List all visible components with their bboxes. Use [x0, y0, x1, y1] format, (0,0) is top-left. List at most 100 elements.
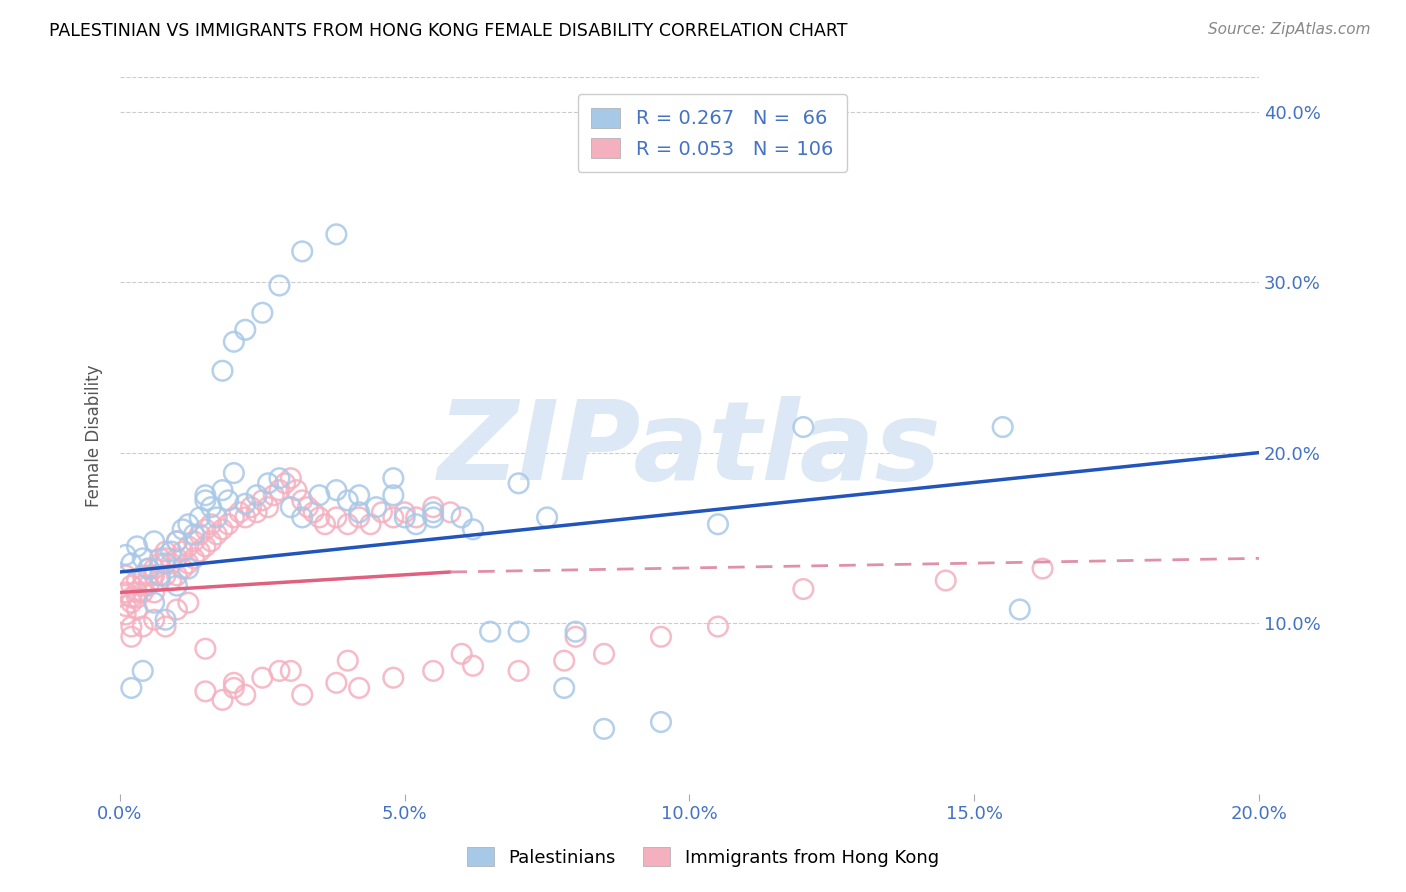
Point [439, 505, 461, 519]
Point [155, 613, 177, 627]
Point [280, 664, 302, 678]
Point [336, 517, 359, 532]
Point [461, 522, 484, 536]
Point [138, 561, 160, 575]
Point [246, 505, 269, 519]
Point [120, 681, 142, 695]
Point [461, 658, 484, 673]
Point [114, 585, 136, 599]
Point [336, 493, 359, 508]
Point [792, 420, 814, 434]
Point [120, 630, 142, 644]
Point [222, 676, 245, 690]
Point [200, 534, 222, 549]
Point [143, 596, 166, 610]
Point [211, 522, 233, 536]
Point [252, 671, 274, 685]
Point [269, 278, 291, 293]
Point [257, 500, 280, 515]
Point [194, 540, 217, 554]
Point [302, 505, 325, 519]
Point [143, 585, 166, 599]
Point [479, 624, 502, 639]
Point [536, 510, 558, 524]
Point [149, 568, 172, 582]
Point [508, 476, 530, 491]
Point [280, 500, 302, 515]
Point [188, 544, 211, 558]
Point [155, 544, 177, 558]
Point [205, 510, 228, 524]
Point [211, 483, 233, 497]
Point [233, 323, 256, 337]
Point [143, 568, 166, 582]
Point [200, 500, 222, 515]
Point [132, 619, 155, 633]
Point [508, 624, 530, 639]
Point [325, 483, 347, 497]
Point [183, 527, 205, 541]
Point [125, 591, 148, 605]
Point [336, 654, 359, 668]
Point [508, 664, 530, 678]
Point [120, 596, 142, 610]
Point [114, 568, 136, 582]
Point [228, 505, 250, 519]
Point [297, 500, 319, 515]
Point [120, 579, 142, 593]
Point [217, 493, 239, 508]
Point [166, 568, 188, 582]
Point [149, 574, 172, 588]
Point [553, 681, 575, 695]
Point [125, 540, 148, 554]
Point [132, 579, 155, 593]
Point [222, 510, 245, 524]
Point [138, 579, 160, 593]
Point [233, 688, 256, 702]
Point [138, 561, 160, 575]
Point [120, 557, 142, 571]
Point [314, 517, 336, 532]
Point [269, 664, 291, 678]
Point [194, 522, 217, 536]
Point [233, 497, 256, 511]
Point [166, 534, 188, 549]
Text: ZIPatlas: ZIPatlas [437, 396, 942, 503]
Point [120, 619, 142, 633]
Point [194, 493, 217, 508]
Legend: Palestinians, Immigrants from Hong Kong: Palestinians, Immigrants from Hong Kong [460, 840, 946, 874]
Point [422, 500, 444, 515]
Point [125, 585, 148, 599]
Point [291, 510, 314, 524]
Point [211, 693, 233, 707]
Point [422, 664, 444, 678]
Point [707, 619, 730, 633]
Point [160, 574, 183, 588]
Point [211, 364, 233, 378]
Point [194, 641, 217, 656]
Point [125, 574, 148, 588]
Point [935, 574, 957, 588]
Point [194, 684, 217, 698]
Point [382, 671, 405, 685]
Point [222, 334, 245, 349]
Point [222, 681, 245, 695]
Point [382, 510, 405, 524]
Point [166, 534, 188, 549]
Point [246, 488, 269, 502]
Point [194, 488, 217, 502]
Point [360, 517, 382, 532]
Point [132, 664, 155, 678]
Point [450, 647, 472, 661]
Point [143, 561, 166, 575]
Point [291, 688, 314, 702]
Point [564, 630, 586, 644]
Point [222, 466, 245, 480]
Point [183, 534, 205, 549]
Point [143, 534, 166, 549]
Point [792, 582, 814, 596]
Point [280, 471, 302, 485]
Point [155, 551, 177, 566]
Point [132, 585, 155, 599]
Point [132, 551, 155, 566]
